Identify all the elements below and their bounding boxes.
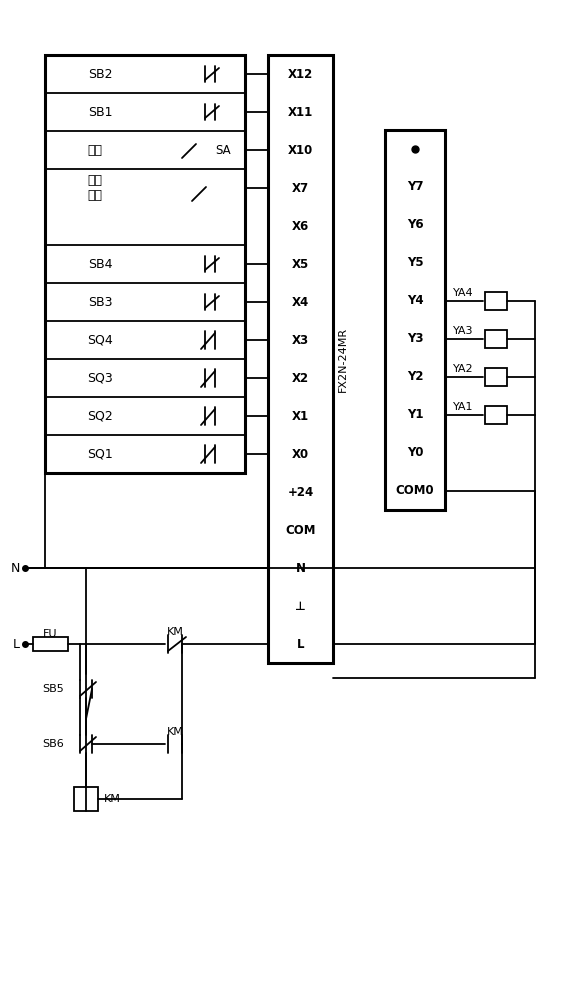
Text: COM0: COM0: [396, 485, 435, 497]
Text: Y3: Y3: [407, 332, 423, 346]
Text: X10: X10: [288, 143, 313, 156]
Bar: [268, 321, 333, 359]
Text: X11: X11: [288, 105, 313, 118]
Bar: [268, 549, 333, 587]
Bar: [74, 787, 98, 811]
Text: SQ4: SQ4: [87, 334, 113, 347]
Text: X2: X2: [292, 371, 309, 384]
Bar: [268, 207, 333, 245]
Text: X3: X3: [292, 334, 309, 347]
Bar: [33, 637, 68, 651]
Text: SB6: SB6: [42, 739, 64, 749]
Bar: [268, 359, 333, 397]
Text: N: N: [11, 562, 20, 574]
Bar: [268, 55, 333, 663]
Bar: [385, 206, 445, 244]
Text: 手动: 手动: [87, 143, 102, 156]
Text: Y2: Y2: [407, 370, 423, 383]
Text: X12: X12: [288, 68, 313, 81]
Bar: [485, 406, 507, 424]
Bar: [385, 434, 445, 472]
Text: SB4: SB4: [87, 257, 112, 270]
Text: ⊥: ⊥: [295, 599, 306, 612]
Bar: [385, 282, 445, 320]
Text: X7: X7: [292, 182, 309, 194]
Bar: [385, 358, 445, 396]
Bar: [268, 283, 333, 321]
Bar: [268, 397, 333, 435]
Bar: [268, 245, 333, 283]
Bar: [268, 55, 333, 93]
Bar: [385, 244, 445, 282]
Bar: [385, 472, 445, 510]
Bar: [268, 93, 333, 131]
Text: Y0: Y0: [407, 446, 423, 460]
Text: X6: X6: [292, 220, 309, 232]
Text: SQ3: SQ3: [87, 371, 113, 384]
Bar: [45, 55, 245, 473]
Text: KM: KM: [166, 727, 183, 737]
Text: X1: X1: [292, 410, 309, 422]
Text: 单周
自动: 单周 自动: [87, 174, 102, 202]
Text: YA3: YA3: [453, 326, 473, 336]
Text: +24: +24: [287, 486, 314, 498]
Text: SB2: SB2: [87, 68, 112, 81]
Bar: [268, 587, 333, 625]
Text: FU: FU: [43, 629, 58, 639]
Text: SB1: SB1: [87, 105, 112, 118]
Bar: [385, 168, 445, 206]
Text: YA1: YA1: [453, 402, 473, 412]
Bar: [385, 320, 445, 358]
Text: Y5: Y5: [407, 256, 423, 269]
Text: KM: KM: [104, 794, 121, 804]
Text: YA4: YA4: [453, 288, 473, 298]
Text: Y7: Y7: [407, 180, 423, 194]
Bar: [385, 130, 445, 510]
Text: X0: X0: [292, 448, 309, 460]
Bar: [268, 473, 333, 511]
Text: YA2: YA2: [453, 364, 473, 374]
Bar: [268, 625, 333, 663]
Text: SB5: SB5: [42, 684, 64, 694]
Text: L: L: [13, 638, 20, 650]
Text: Y1: Y1: [407, 408, 423, 422]
Text: N: N: [295, 562, 306, 574]
Bar: [268, 169, 333, 207]
Bar: [268, 435, 333, 473]
Bar: [268, 131, 333, 169]
Bar: [485, 292, 507, 310]
Bar: [385, 130, 445, 168]
Bar: [268, 511, 333, 549]
Text: Y4: Y4: [407, 294, 423, 308]
Text: Y6: Y6: [407, 219, 423, 232]
Text: FX2N-24MR: FX2N-24MR: [338, 326, 348, 392]
Text: L: L: [296, 638, 304, 650]
Text: SQ1: SQ1: [87, 448, 113, 460]
Bar: [485, 368, 507, 386]
Text: COM: COM: [285, 524, 316, 536]
Text: SA: SA: [215, 143, 231, 156]
Text: KM: KM: [166, 627, 183, 637]
Text: SQ2: SQ2: [87, 410, 113, 422]
Text: X4: X4: [292, 296, 309, 308]
Bar: [385, 396, 445, 434]
Bar: [485, 330, 507, 348]
Text: SB3: SB3: [87, 296, 112, 308]
Text: X5: X5: [292, 257, 309, 270]
